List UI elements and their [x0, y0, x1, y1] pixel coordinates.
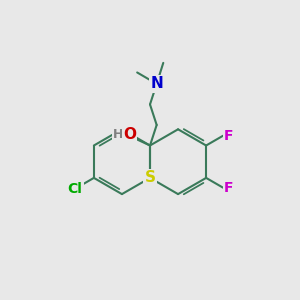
Text: S: S [145, 170, 155, 185]
Text: Cl: Cl [68, 182, 82, 196]
Text: F: F [224, 129, 233, 143]
Text: H: H [113, 128, 123, 141]
Text: O: O [123, 127, 136, 142]
Text: N: N [150, 76, 163, 92]
Text: F: F [224, 181, 233, 195]
